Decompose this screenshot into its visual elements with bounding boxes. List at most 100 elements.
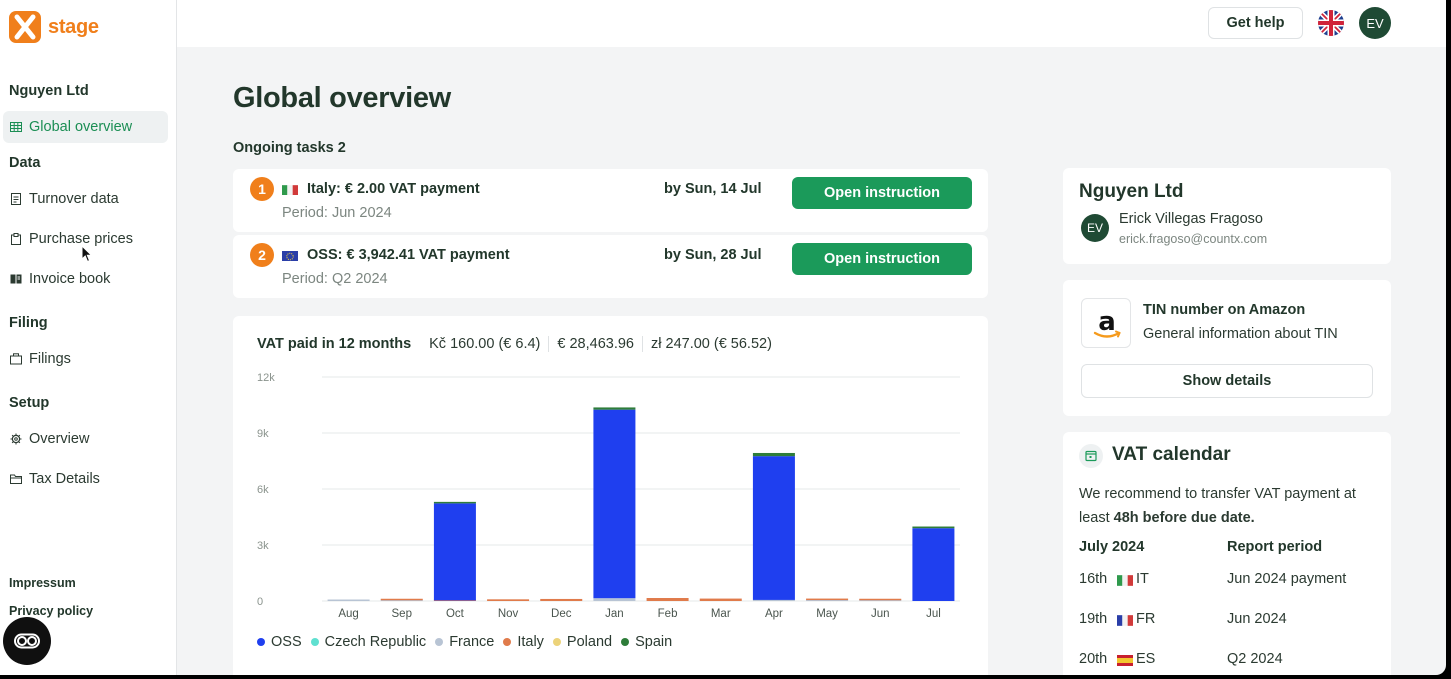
legend-dot-icon bbox=[257, 638, 265, 646]
open-instruction-button[interactable]: Open instruction bbox=[792, 177, 972, 209]
page-title: Global overview bbox=[233, 82, 451, 114]
y-tick-label: 0 bbox=[257, 596, 263, 608]
sidebar-item-label: Overview bbox=[29, 431, 90, 447]
legend-item[interactable]: Spain bbox=[621, 634, 672, 650]
sidebar-item-label: Invoice book bbox=[29, 271, 111, 287]
chart-legend: OSS Czech Republic France Italy Poland Spain bbox=[257, 634, 681, 650]
task-due-date: by Sun, 14 Jul bbox=[664, 181, 762, 197]
tin-card: a TIN number on Amazon General informati… bbox=[1063, 280, 1391, 416]
bar-segment[interactable] bbox=[806, 598, 849, 601]
bar-segment[interactable] bbox=[699, 598, 742, 601]
x-tick-label: May bbox=[816, 608, 838, 620]
amazon-logo-icon: a bbox=[1081, 298, 1131, 348]
brand-name: stage bbox=[48, 15, 99, 38]
calendar-period-header: Report period bbox=[1227, 539, 1323, 555]
user-avatar: EV bbox=[1081, 214, 1109, 242]
sidebar-item-overview[interactable]: Overview bbox=[3, 423, 168, 455]
sidebar-item-label: Turnover data bbox=[29, 191, 119, 207]
grid-icon bbox=[10, 121, 22, 133]
sidebar-heading-data: Data bbox=[9, 155, 41, 171]
chart-total-czk: Kč 160.00 (€ 6.4) bbox=[429, 336, 541, 352]
sidebar-item-label: Filings bbox=[29, 351, 71, 367]
legend-item[interactable]: France bbox=[435, 634, 494, 650]
calendar-icon bbox=[1079, 444, 1103, 468]
legend-item[interactable]: Czech Republic bbox=[310, 634, 426, 650]
eu-flag-icon bbox=[282, 250, 298, 261]
task-period: Period: Q2 2024 bbox=[282, 271, 388, 287]
legend-item[interactable]: OSS bbox=[257, 634, 302, 650]
user-avatar-button[interactable]: EV bbox=[1359, 7, 1391, 39]
sidebar-item-tax-details[interactable]: Tax Details bbox=[3, 463, 168, 495]
bar-segment[interactable] bbox=[327, 599, 370, 602]
calendar-period: Jun 2024 bbox=[1227, 611, 1287, 627]
show-details-button[interactable]: Show details bbox=[1081, 364, 1373, 398]
chart-total-pln: zł 247.00 (€ 56.52) bbox=[642, 336, 780, 352]
folder-icon bbox=[10, 473, 22, 485]
company-card: Nguyen Ltd EV Erick Villegas Fragoso eri… bbox=[1063, 168, 1391, 264]
calendar-country: FR bbox=[1136, 611, 1156, 627]
legend-item[interactable]: Poland bbox=[552, 634, 612, 650]
task-period: Period: Jun 2024 bbox=[282, 205, 392, 221]
x-tick-label: Mar bbox=[711, 608, 731, 620]
x-tick-label: Sep bbox=[392, 608, 412, 620]
calendar-country: ES bbox=[1136, 651, 1156, 667]
cookie-settings-button[interactable] bbox=[3, 617, 51, 665]
task-due-date: by Sun, 28 Jul bbox=[664, 247, 762, 263]
calendar-period: Jun 2024 payment bbox=[1227, 571, 1347, 587]
language-switch-button[interactable] bbox=[1318, 10, 1344, 36]
chart-title: VAT paid in 12 months bbox=[257, 336, 412, 352]
user-name: Erick Villegas Fragoso bbox=[1119, 211, 1263, 227]
legend-label: France bbox=[449, 634, 495, 650]
italy-flag-icon bbox=[282, 184, 298, 195]
bar-segment[interactable] bbox=[752, 599, 795, 602]
open-instruction-button[interactable]: Open instruction bbox=[792, 243, 972, 275]
cookie-toggle-icon bbox=[14, 633, 40, 649]
sidebar-heading-filing: Filing bbox=[9, 315, 48, 331]
x-tick-label: Dec bbox=[551, 608, 572, 620]
calendar-period: Q2 2024 bbox=[1227, 651, 1283, 667]
bar-segment[interactable] bbox=[593, 598, 636, 601]
bar-segment[interactable] bbox=[540, 598, 583, 601]
company-name: Nguyen Ltd bbox=[1079, 181, 1184, 202]
legend-label: Italy bbox=[517, 634, 544, 650]
legend-dot-icon bbox=[621, 638, 630, 646]
impressum-link[interactable]: Impressum bbox=[9, 576, 76, 590]
x-tick-label: Jul bbox=[926, 608, 941, 620]
privacy-policy-link[interactable]: Privacy policy bbox=[9, 604, 94, 618]
y-tick-label: 3k bbox=[257, 540, 269, 552]
book-icon bbox=[10, 273, 22, 285]
bar-segment[interactable] bbox=[806, 599, 849, 602]
spain-flag-icon bbox=[1117, 655, 1133, 666]
sidebar-item-filings[interactable]: Filings bbox=[3, 343, 168, 375]
bar-segment[interactable] bbox=[859, 598, 902, 601]
gear-icon bbox=[10, 433, 22, 445]
sidebar-item-global-overview[interactable]: Global overview bbox=[3, 111, 168, 143]
bar-segment[interactable] bbox=[752, 452, 795, 457]
bar-segment[interactable] bbox=[593, 407, 636, 410]
sidebar-item-purchase-prices[interactable]: Purchase prices bbox=[3, 223, 168, 255]
recommendation-text: We recommend to transfer VAT payment at … bbox=[1079, 486, 1356, 526]
bar-segment[interactable] bbox=[752, 456, 795, 600]
bar-segment[interactable] bbox=[380, 598, 423, 601]
bar-segment[interactable] bbox=[912, 526, 955, 529]
brand-logo[interactable]: stage bbox=[9, 11, 99, 43]
briefcase-icon bbox=[10, 353, 22, 365]
bar-segment[interactable] bbox=[433, 501, 476, 504]
sidebar-item-turnover-data[interactable]: Turnover data bbox=[3, 183, 168, 215]
legend-item[interactable]: Italy bbox=[503, 634, 544, 650]
calendar-recommendation: We recommend to transfer VAT payment at … bbox=[1079, 482, 1379, 530]
calendar-month-header: July 2024 bbox=[1079, 539, 1145, 555]
get-help-button[interactable]: Get help bbox=[1208, 7, 1303, 39]
x-tick-label: Nov bbox=[498, 608, 519, 620]
legend-label: Spain bbox=[635, 634, 673, 650]
bar-segment[interactable] bbox=[487, 599, 530, 601]
bar-segment[interactable] bbox=[912, 528, 955, 601]
bar-segment[interactable] bbox=[593, 409, 636, 599]
calendar-row: 16th IT Jun 2024 payment bbox=[1079, 571, 1379, 591]
sidebar-item-label: Global overview bbox=[29, 119, 133, 135]
mouse-cursor-icon bbox=[81, 245, 93, 263]
bar-segment[interactable] bbox=[433, 503, 476, 601]
bar-segment[interactable] bbox=[646, 598, 689, 601]
sidebar-item-invoice-book[interactable]: Invoice book bbox=[3, 263, 168, 295]
y-tick-label: 6k bbox=[257, 484, 269, 496]
